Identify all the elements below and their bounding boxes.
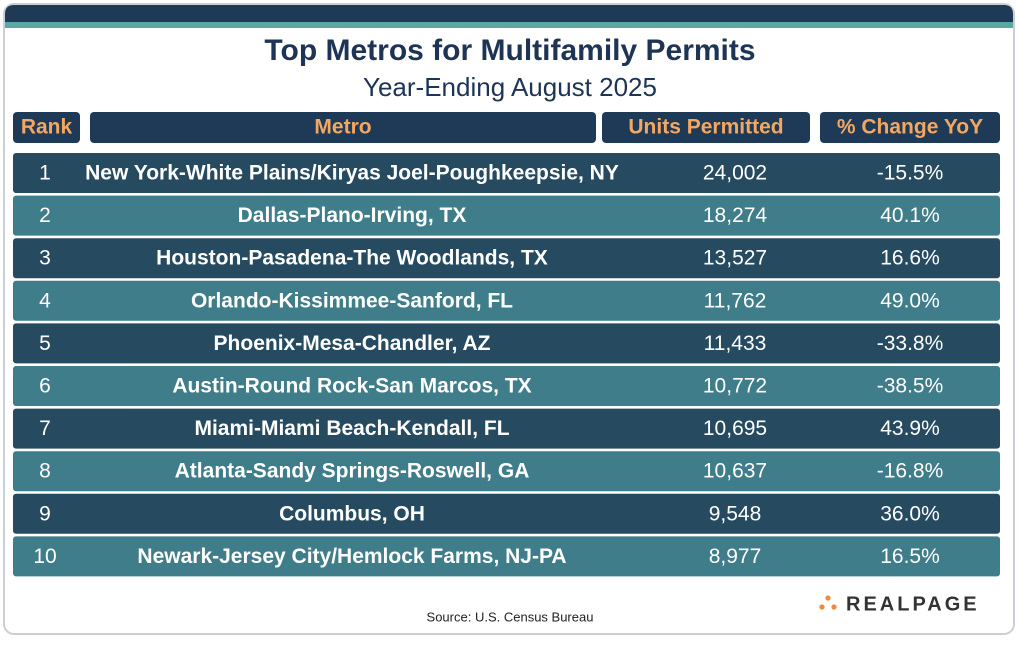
cell: -16.8% [877, 460, 944, 483]
cell: Dallas-Plano-Irving, TX [238, 204, 467, 227]
cell: -33.8% [877, 332, 944, 355]
table: Rank Metro Units Permitted % Change YoY 1 New… [13, 112, 1000, 577]
cell: 9 [39, 502, 51, 525]
cell: Houston-Pasadena-The Woodlands, TX [156, 247, 548, 270]
cell: Phoenix-Mesa-Chandler, AZ [214, 332, 491, 355]
cell: 40.1% [880, 204, 940, 227]
top-bar [5, 5, 1013, 22]
cell: 49.0% [880, 289, 940, 312]
cell: 11,433 [704, 332, 767, 355]
cell: Newark-Jersey City/Hemlock Farms, NJ-PA [137, 545, 566, 568]
header-text: Units Permitted [628, 116, 783, 139]
cell: -38.5% [877, 375, 944, 398]
row [13, 153, 1000, 193]
logo-text: REALPAGE [846, 593, 980, 615]
row [13, 366, 1000, 406]
cell: 10,772 [703, 375, 767, 398]
row [13, 408, 1000, 449]
logo-dot [825, 595, 831, 601]
cell: 3 [39, 247, 51, 270]
header-text: % Change YoY [837, 116, 983, 139]
cell: Orlando-Kissimmee-Sanford, FL [191, 289, 513, 312]
cell: 13,527 [703, 247, 767, 270]
cell: 8 [39, 460, 51, 483]
cell: 6 [39, 375, 51, 398]
cell: 10,637 [703, 460, 767, 483]
row [13, 493, 1000, 534]
cell: 10 [33, 545, 56, 568]
source: Source: U.S. Census Bureau [427, 609, 594, 624]
header-text: Metro [314, 116, 371, 139]
logo: REALPAGE [819, 593, 980, 615]
row [13, 280, 1000, 321]
cell: 16.6% [880, 247, 940, 270]
cell: 11,762 [704, 289, 767, 312]
row [13, 323, 1000, 364]
header-cell [820, 112, 1000, 143]
cell: New York-White Plains/Kiryas Joel-Poughk… [85, 162, 619, 185]
top-accent [5, 22, 1013, 28]
cell: Miami-Miami Beach-Kendall, FL [194, 417, 509, 440]
header-cell [90, 112, 596, 143]
title: Top Metros for Multifamily Permits [264, 34, 755, 67]
cell: Columbus, OH [279, 502, 425, 525]
cell: 16.5% [880, 545, 940, 568]
subtitle: Year-Ending August 2025 [363, 72, 657, 102]
cell: 18,274 [703, 204, 768, 227]
cell: 24,002 [703, 162, 767, 185]
cell: 36.0% [880, 502, 940, 525]
cell: -15.5% [877, 162, 944, 185]
row [13, 238, 1000, 279]
cell: 4 [39, 289, 51, 312]
cell: 2 [39, 204, 51, 227]
cell: 9,548 [709, 502, 762, 525]
logo-dot [831, 604, 837, 610]
logo-dot [819, 604, 825, 610]
row [13, 195, 1000, 236]
cell: 1 [39, 162, 51, 185]
header-text: Rank [21, 116, 73, 139]
cell: 7 [39, 417, 51, 440]
cell: 5 [39, 332, 51, 355]
header-cell [13, 112, 80, 143]
cell: Austin-Round Rock-San Marcos, TX [172, 375, 531, 398]
cell: 43.9% [880, 417, 940, 440]
header-cell [602, 112, 810, 143]
row [13, 451, 1000, 492]
cell: 10,695 [703, 417, 767, 440]
row [13, 536, 1000, 577]
cell: Atlanta-Sandy Springs-Roswell, GA [175, 460, 530, 483]
cell: 8,977 [709, 545, 762, 568]
